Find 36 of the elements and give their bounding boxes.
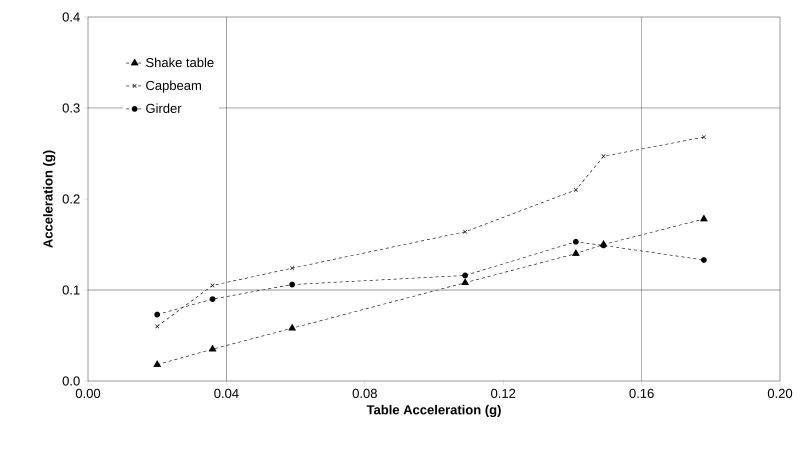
point xyxy=(601,154,606,158)
point xyxy=(463,230,468,234)
point xyxy=(153,360,161,367)
point xyxy=(574,188,578,192)
x-tick-label: 0.04 xyxy=(214,388,239,398)
point xyxy=(702,134,706,140)
point xyxy=(700,214,708,222)
point xyxy=(210,283,215,288)
legend-label: Girder xyxy=(146,103,182,113)
y-tick-label: 0.3 xyxy=(62,103,80,113)
point xyxy=(288,324,296,331)
point xyxy=(210,296,216,302)
point xyxy=(572,249,580,256)
x-tick-label: 0.16 xyxy=(629,388,654,398)
y-tick-label: 0.4 xyxy=(62,12,80,22)
point xyxy=(462,272,468,278)
x-axis-title: Table Acceleration (g) xyxy=(366,404,501,418)
y-tick-label: 0.1 xyxy=(62,285,80,295)
point xyxy=(572,238,579,245)
point xyxy=(155,324,160,329)
y-axis-title: Acceleration (g) xyxy=(43,150,56,248)
x-tick-label: 0.12 xyxy=(491,388,516,398)
point xyxy=(600,242,606,248)
legend-label: Shake table xyxy=(146,58,214,68)
x-tick-label: 0.08 xyxy=(352,388,377,398)
x-tick-label: 0.00 xyxy=(76,388,100,398)
point xyxy=(461,278,469,286)
point xyxy=(289,282,296,288)
y-tick-label: 0.2 xyxy=(62,194,80,204)
y-tick-label: 0.0 xyxy=(62,376,80,386)
point xyxy=(208,344,216,352)
legend-label: Capbeam xyxy=(146,80,201,93)
point xyxy=(700,257,707,263)
x-tick-label: 0.20 xyxy=(768,388,792,398)
point xyxy=(290,266,294,270)
point xyxy=(154,312,160,318)
